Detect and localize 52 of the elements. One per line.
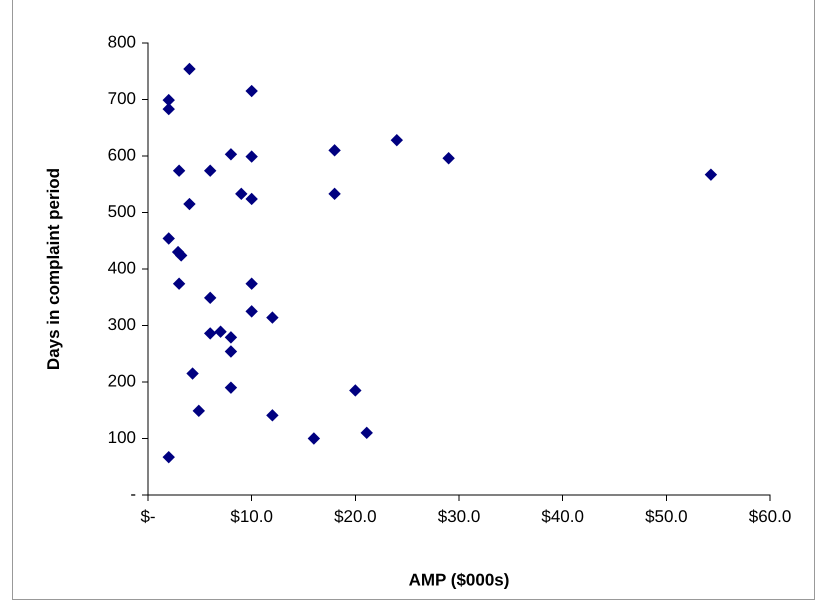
point <box>162 451 175 464</box>
point <box>175 249 188 262</box>
point <box>349 384 362 396</box>
point <box>214 326 227 338</box>
y-axis-title: Days in complaint period <box>44 168 63 370</box>
x-tick-label: $20.0 <box>334 506 377 526</box>
point <box>183 62 196 75</box>
point <box>704 168 717 181</box>
point <box>224 148 237 160</box>
point <box>235 188 248 200</box>
point <box>183 198 196 210</box>
point <box>192 404 205 417</box>
x-tick-label: $- <box>140 506 156 526</box>
y-tick-label: - <box>130 484 136 504</box>
y-tick-label: 800 <box>108 32 136 52</box>
point <box>204 327 216 340</box>
point <box>266 409 278 422</box>
y-tick-label: 100 <box>108 428 136 448</box>
point <box>162 232 175 244</box>
x-tick-label: $10.0 <box>230 506 273 526</box>
point <box>360 426 373 439</box>
point <box>328 144 341 156</box>
y-tick-label: 500 <box>108 202 136 222</box>
point <box>186 368 199 380</box>
y-tick-label: 400 <box>108 258 136 278</box>
point <box>246 278 258 290</box>
point <box>224 345 237 358</box>
y-tick-label: 300 <box>108 315 136 334</box>
x-tick-label: $30.0 <box>438 506 480 526</box>
point <box>162 103 175 116</box>
point <box>266 312 278 324</box>
point <box>246 85 258 98</box>
point <box>308 432 320 444</box>
point <box>442 152 455 164</box>
x-tick-label: $60.0 <box>748 506 792 526</box>
point <box>224 382 237 394</box>
x-tick-label: $50.0 <box>645 506 688 526</box>
point <box>328 188 341 200</box>
point <box>246 150 258 163</box>
point <box>204 292 216 304</box>
point <box>173 278 186 290</box>
x-axis-title: AMP ($000s) <box>408 570 510 590</box>
point <box>246 192 258 205</box>
point <box>204 164 216 177</box>
y-tick-label: 600 <box>108 146 136 165</box>
point <box>390 134 403 146</box>
point <box>224 331 237 344</box>
y-tick-label: 700 <box>108 89 136 108</box>
point <box>173 164 186 177</box>
y-tick-label: 200 <box>108 372 136 391</box>
point <box>246 305 258 318</box>
x-tick-label: $40.0 <box>541 506 584 526</box>
